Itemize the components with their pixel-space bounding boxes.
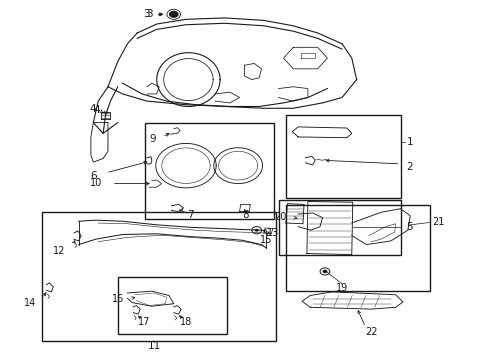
Text: 6: 6 — [90, 171, 97, 181]
Circle shape — [322, 270, 327, 273]
Text: 14: 14 — [23, 298, 36, 308]
Text: 8: 8 — [242, 210, 249, 220]
Text: 3: 3 — [142, 9, 149, 19]
Bar — [278, 200, 400, 255]
Circle shape — [254, 229, 258, 231]
Text: 22: 22 — [364, 327, 377, 337]
Text: 3: 3 — [146, 9, 152, 19]
Text: 4: 4 — [89, 104, 96, 114]
Text: 11: 11 — [147, 341, 161, 351]
Text: 17: 17 — [138, 318, 150, 327]
Bar — [42, 212, 276, 341]
Bar — [118, 277, 227, 334]
Text: 10: 10 — [90, 177, 102, 188]
Text: 21: 21 — [431, 217, 444, 227]
Text: 7: 7 — [187, 210, 194, 220]
Circle shape — [168, 11, 178, 18]
Text: 12: 12 — [53, 246, 65, 256]
Text: 5: 5 — [406, 222, 412, 232]
Text: 9: 9 — [149, 134, 156, 144]
Text: 13: 13 — [267, 228, 279, 238]
Text: 15: 15 — [260, 235, 272, 245]
Text: 18: 18 — [180, 318, 192, 327]
Bar — [144, 123, 273, 220]
Text: 1: 1 — [406, 137, 412, 147]
Bar — [285, 116, 400, 198]
Bar — [285, 205, 429, 291]
Text: 19: 19 — [335, 283, 347, 293]
Text: 2: 2 — [406, 162, 412, 172]
Text: 20: 20 — [274, 212, 286, 222]
Text: 16: 16 — [112, 294, 124, 304]
Text: 4: 4 — [94, 105, 101, 115]
